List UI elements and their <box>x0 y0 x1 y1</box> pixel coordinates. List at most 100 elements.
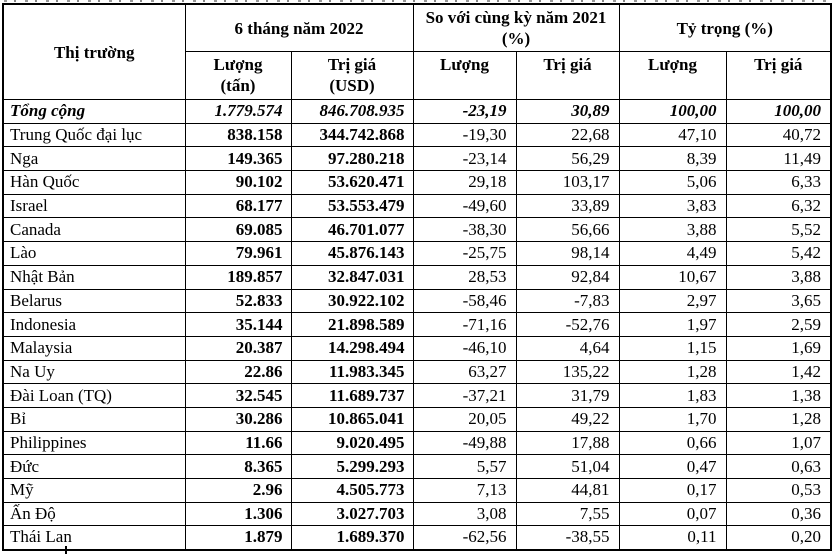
table-row: Đức 8.365 5.299.293 5,57 51,04 0,47 0,63 <box>2 454 832 479</box>
cropped-caption-remnant <box>4 0 826 2</box>
value-cell: 46.701.077 <box>290 217 414 243</box>
value-vs-2021-cell: 49,22 <box>515 406 620 432</box>
column-group-share: Tỷ trọng (%) <box>618 3 832 52</box>
value-share-cell: 1,42 <box>725 359 832 385</box>
table-row: Nga 149.365 97.280.218 -23,14 56,29 8,39… <box>2 146 832 172</box>
value-vs-2021-cell: 135,22 <box>515 359 620 385</box>
column-group-6-months-2022: 6 tháng năm 2022 <box>184 3 414 52</box>
volume-share-cell: 0,07 <box>618 501 727 527</box>
volume-share-cell: 100,00 <box>618 99 727 124</box>
value-vs-2021-cell: 22,68 <box>515 122 620 148</box>
volume-cell: 2.96 <box>184 478 292 503</box>
value-cell: 32.847.031 <box>290 264 414 290</box>
volume-vs-2021-cell: -38,30 <box>412 217 517 243</box>
volume-vs-2021-cell: -37,21 <box>412 383 517 408</box>
market-cell: Mỹ <box>2 478 186 503</box>
volume-share-cell: 10,67 <box>618 264 727 290</box>
value-cell: 21.898.589 <box>290 312 414 337</box>
value-vs-2021-cell: 7,55 <box>515 501 620 527</box>
volume-cell: 22.86 <box>184 359 292 385</box>
volume-share-cell: 0,47 <box>618 454 727 479</box>
subheader-value-usd-line1: Trị giá <box>327 55 377 74</box>
subheader-value-usd: Trị giá (USD) <box>290 51 414 100</box>
table-row: Na Uy 22.86 11.983.345 63,27 135,22 1,28… <box>2 359 832 385</box>
volume-vs-2021-cell: -23,14 <box>412 146 517 172</box>
value-share-cell: 40,72 <box>725 122 832 148</box>
market-cell: Trung Quốc đại lục <box>2 122 186 148</box>
table-row: Belarus 52.833 30.922.102 -58,46 -7,83 2… <box>2 288 832 314</box>
volume-cell: 69.085 <box>184 217 292 243</box>
volume-vs-2021-cell: 29,18 <box>412 170 517 195</box>
value-share-cell: 1,38 <box>725 383 832 408</box>
subheader-volume-tons: Lượng (tấn) <box>184 51 292 100</box>
value-share-cell: 3,65 <box>725 288 832 314</box>
market-cell: Philippines <box>2 430 186 456</box>
value-share-cell: 5,42 <box>725 241 832 266</box>
volume-share-cell: 4,49 <box>618 241 727 266</box>
volume-share-cell: 0,66 <box>618 430 727 456</box>
volume-vs-2021-cell: -46,10 <box>412 335 517 361</box>
volume-share-cell: 1,83 <box>618 383 727 408</box>
volume-share-cell: 8,39 <box>618 146 727 172</box>
subheader-value-usd-line2: (USD) <box>329 76 375 95</box>
market-cell: Belarus <box>2 288 186 314</box>
value-share-cell: 5,52 <box>725 217 832 243</box>
market-cell: Nhật Bản <box>2 264 186 290</box>
value-cell: 5.299.293 <box>290 454 414 479</box>
volume-share-cell: 3,83 <box>618 193 727 219</box>
volume-vs-2021-cell: -49,88 <box>412 430 517 456</box>
value-vs-2021-cell: 51,04 <box>515 454 620 479</box>
table-row: Lào 79.961 45.876.143 -25,75 98,14 4,49 … <box>2 241 832 266</box>
value-vs-2021-cell: 17,88 <box>515 430 620 456</box>
market-cell: Nga <box>2 146 186 172</box>
volume-vs-2021-cell: -25,75 <box>412 241 517 266</box>
volume-vs-2021-cell: -62,56 <box>412 525 517 551</box>
value-vs-2021-cell: 44,81 <box>515 478 620 503</box>
value-share-cell: 0,36 <box>725 501 832 527</box>
table-header: Thị trường 6 tháng năm 2022 So với cùng … <box>2 3 832 100</box>
volume-cell: 20.387 <box>184 335 292 361</box>
value-vs-2021-cell: 4,64 <box>515 335 620 361</box>
volume-vs-2021-cell: 63,27 <box>412 359 517 385</box>
market-cell: Malaysia <box>2 335 186 361</box>
market-cell: Tổng cộng <box>2 99 186 124</box>
value-cell: 846.708.935 <box>290 99 414 124</box>
volume-vs-2021-cell: 3,08 <box>412 501 517 527</box>
table-row: Trung Quốc đại lục 838.158 344.742.868 -… <box>2 122 832 148</box>
volume-share-cell: 1,97 <box>618 312 727 337</box>
subheader-value-vs-2021: Trị giá <box>515 51 620 100</box>
value-share-cell: 3,88 <box>725 264 832 290</box>
volume-cell: 189.857 <box>184 264 292 290</box>
value-vs-2021-cell: 56,29 <box>515 146 620 172</box>
value-cell: 53.553.479 <box>290 193 414 219</box>
value-cell: 10.865.041 <box>290 406 414 432</box>
volume-vs-2021-cell: -23,19 <box>412 99 517 124</box>
value-vs-2021-cell: -7,83 <box>515 288 620 314</box>
value-vs-2021-cell: 98,14 <box>515 241 620 266</box>
market-cell: Na Uy <box>2 359 186 385</box>
volume-share-cell: 0,11 <box>618 525 727 551</box>
header-row-groups: Thị trường 6 tháng năm 2022 So với cùng … <box>2 3 832 100</box>
volume-cell: 1.779.574 <box>184 99 292 124</box>
value-vs-2021-cell: 30,89 <box>515 99 620 124</box>
cropped-text-artifact <box>65 546 67 554</box>
value-cell: 3.027.703 <box>290 501 414 527</box>
value-cell: 9.020.495 <box>290 430 414 456</box>
volume-vs-2021-cell: 7,13 <box>412 478 517 503</box>
volume-share-cell: 1,28 <box>618 359 727 385</box>
volume-share-cell: 0,17 <box>618 478 727 503</box>
table-row: Bỉ 30.286 10.865.041 20,05 49,22 1,70 1,… <box>2 406 832 432</box>
value-share-cell: 0,63 <box>725 454 832 479</box>
value-cell: 11.689.737 <box>290 383 414 408</box>
volume-vs-2021-cell: -19,30 <box>412 122 517 148</box>
subheader-volume-share: Lượng <box>618 51 727 100</box>
volume-cell: 1.306 <box>184 501 292 527</box>
market-cell: Bỉ <box>2 406 186 432</box>
value-cell: 4.505.773 <box>290 478 414 503</box>
value-cell: 344.742.868 <box>290 122 414 148</box>
volume-vs-2021-cell: -71,16 <box>412 312 517 337</box>
value-share-cell: 6,33 <box>725 170 832 195</box>
value-cell: 45.876.143 <box>290 241 414 266</box>
column-header-market: Thị trường <box>2 3 186 100</box>
